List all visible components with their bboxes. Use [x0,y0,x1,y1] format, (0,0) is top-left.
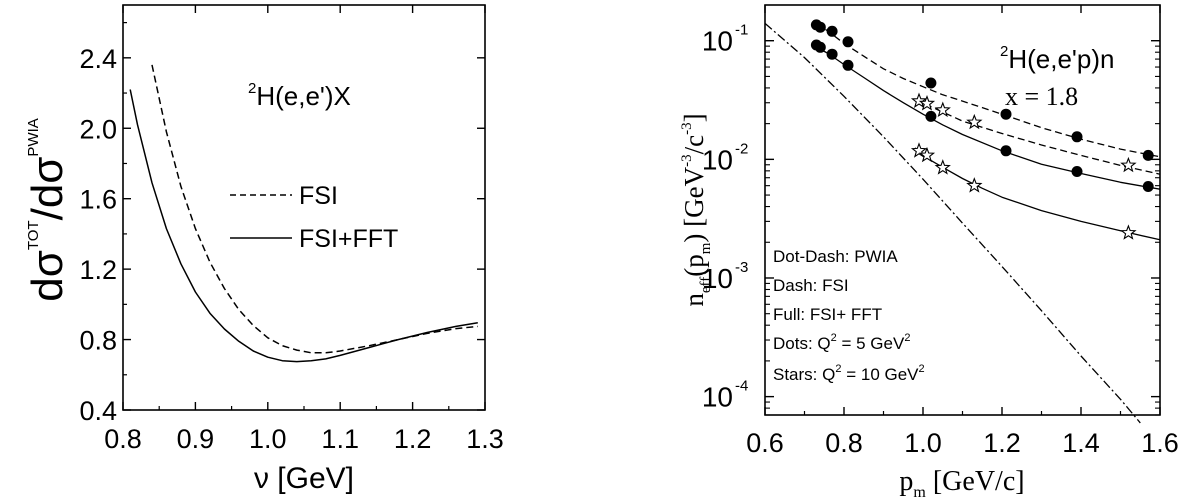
left-legend: FSI FSI+FFT [230,182,398,253]
left-series-line-1 [129,89,478,363]
right-y-tick-label: 10 [702,144,733,175]
right-y-axis-label: neff(pm) [GeV-3/c-3] [679,113,714,306]
left-x-tick-label: 1.1 [321,424,359,454]
right-x-tick-label: 1.0 [904,428,942,458]
right-x-tick-label: 1.4 [1062,428,1100,458]
legend-line-stars: Stars: Q2 = 10 GeV2 [773,363,925,384]
data-point-dot [842,36,854,48]
right-ticks: 0.6 0.8 1.0 1.2 1.4 1.610-410-310-210-1 [702,5,1179,458]
left-x-axis-label: ν [GeV] [254,462,354,495]
left-x-tick-label: 0.8 [104,424,142,454]
data-point-dot [826,48,838,60]
data-point-dot [1142,149,1154,161]
data-point-star [934,101,951,118]
data-point-star [966,177,983,193]
data-point-star [1120,156,1137,173]
left-series-line-0 [151,64,478,354]
legend-line-pwia: Dot-Dash: PWIA [773,247,898,266]
right-reaction-label: 2H(e,e'p)n [1000,43,1114,74]
right-x-value-label: x = 1.8 [1005,82,1078,111]
legend-line-fsi: Dash: FSI [773,276,849,295]
right-curves [764,22,1161,424]
data-point-star [918,95,936,111]
right-y-tick-exponent: -2 [735,140,748,157]
data-point-star [910,142,928,158]
right-y-tick-label: 10 [702,263,733,294]
right-chart: 0.6 0.8 1.0 1.2 1.4 1.610-410-310-210-1 neff(… [679,4,1179,499]
left-x-tick-label: 1.2 [394,424,432,454]
left-x-tick-label: 0.9 [177,424,215,454]
data-point-dot [1142,181,1154,192]
data-point-star [918,146,936,163]
right-curve-dashdot-0 [764,22,1141,424]
data-point-star [966,113,983,130]
left-chart: 0.8 0.9 1.0 1.1 1.2 1.30.40.81.21.62.02.4 dσT… [23,4,504,495]
right-y-tick-exponent: -1 [735,22,748,39]
right-x-tick-label: 0.6 [746,428,784,458]
data-point-dot [1000,108,1012,120]
right-markers [810,19,1154,240]
data-point-star [934,159,951,175]
data-point-star [1120,224,1137,240]
left-y-tick-label: 1.6 [79,185,117,215]
right-x-tick-label: 1.2 [983,428,1021,458]
data-point-dot [826,25,838,37]
left-ticks: 0.8 0.9 1.0 1.1 1.2 1.30.40.81.21.62.02.4 [79,5,504,454]
right-y-tick-label: 10 [702,382,733,413]
left-y-tick-label: 2.0 [79,114,117,144]
data-point-dot [925,77,937,89]
left-y-tick-label: 0.8 [79,326,117,356]
right-x-tick-label: 0.8 [825,428,863,458]
data-point-dot [1000,145,1012,157]
right-y-tick-label: 10 [702,26,733,57]
left-y-tick-label: 1.2 [79,255,117,285]
left-curves [129,64,478,363]
left-x-tick-label: 1.0 [249,424,287,454]
left-reaction-label: 2H(e,e')X [248,80,351,111]
left-y-tick-label: 0.4 [79,396,117,426]
data-point-dot [814,21,826,33]
right-curve-solid-4 [914,147,1161,241]
data-point-dot [1071,166,1083,177]
right-y-tick-exponent: -4 [735,378,748,395]
right-x-axis-label: pm [GeV/c] [899,466,1024,499]
left-y-tick-label: 2.4 [79,44,117,74]
data-point-dot [842,59,854,71]
legend-line-fsi-fft: Full: FSI+ FFT [773,305,882,324]
legend-label-fsi-fft: FSI+FFT [299,225,398,253]
data-point-star [910,92,928,108]
right-y-tick-exponent: -3 [735,259,748,276]
legend-line-dots: Dots: Q2 = 5 GeV2 [773,332,910,353]
legend-label-fsi: FSI [299,182,338,210]
data-point-dot [925,110,937,122]
right-legend: Dot-Dash: PWIA Dash: FSI Full: FSI+ FFT … [773,247,925,384]
data-point-dot [814,41,826,53]
right-x-tick-label: 1.6 [1141,428,1179,458]
data-point-dot [1071,131,1083,143]
left-y-axis-label: dσTOT/dσPWIA [23,118,72,302]
left-x-tick-label: 1.3 [466,424,504,454]
